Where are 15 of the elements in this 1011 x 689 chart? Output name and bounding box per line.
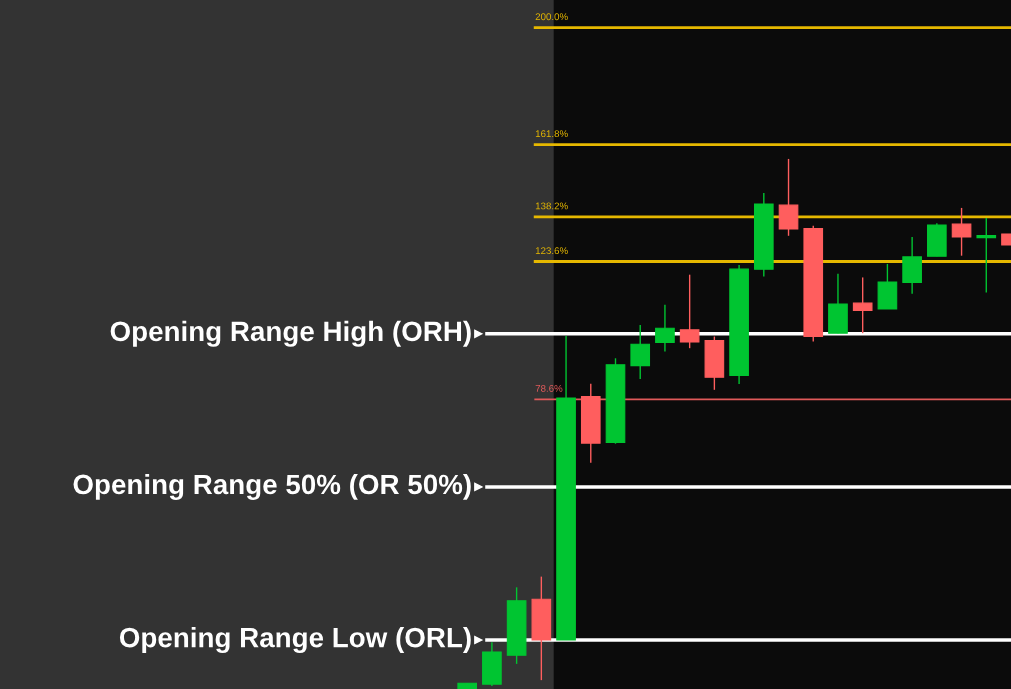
ref-line-label: Opening Range High (ORH) bbox=[110, 320, 471, 347]
candlestick bbox=[951, 207, 972, 257]
ref-line-label: Opening Range 50% (OR 50%) bbox=[73, 473, 471, 500]
candlestick bbox=[778, 158, 799, 237]
ref-line-label: 78.6% bbox=[535, 385, 563, 392]
ref-line-label: 138.2% bbox=[535, 202, 568, 210]
ref-line-label: 161.8% bbox=[535, 130, 568, 138]
candlestick bbox=[630, 324, 651, 380]
candlestick bbox=[976, 217, 997, 294]
candlestick bbox=[679, 273, 700, 349]
candlestick bbox=[655, 303, 675, 353]
ref-line-label: 200.0% bbox=[535, 13, 568, 21]
ref-line-label: Opening Range Low (ORL) bbox=[119, 627, 471, 654]
candlestick bbox=[852, 276, 873, 334]
ref-line-label: 123.6% bbox=[535, 247, 568, 255]
